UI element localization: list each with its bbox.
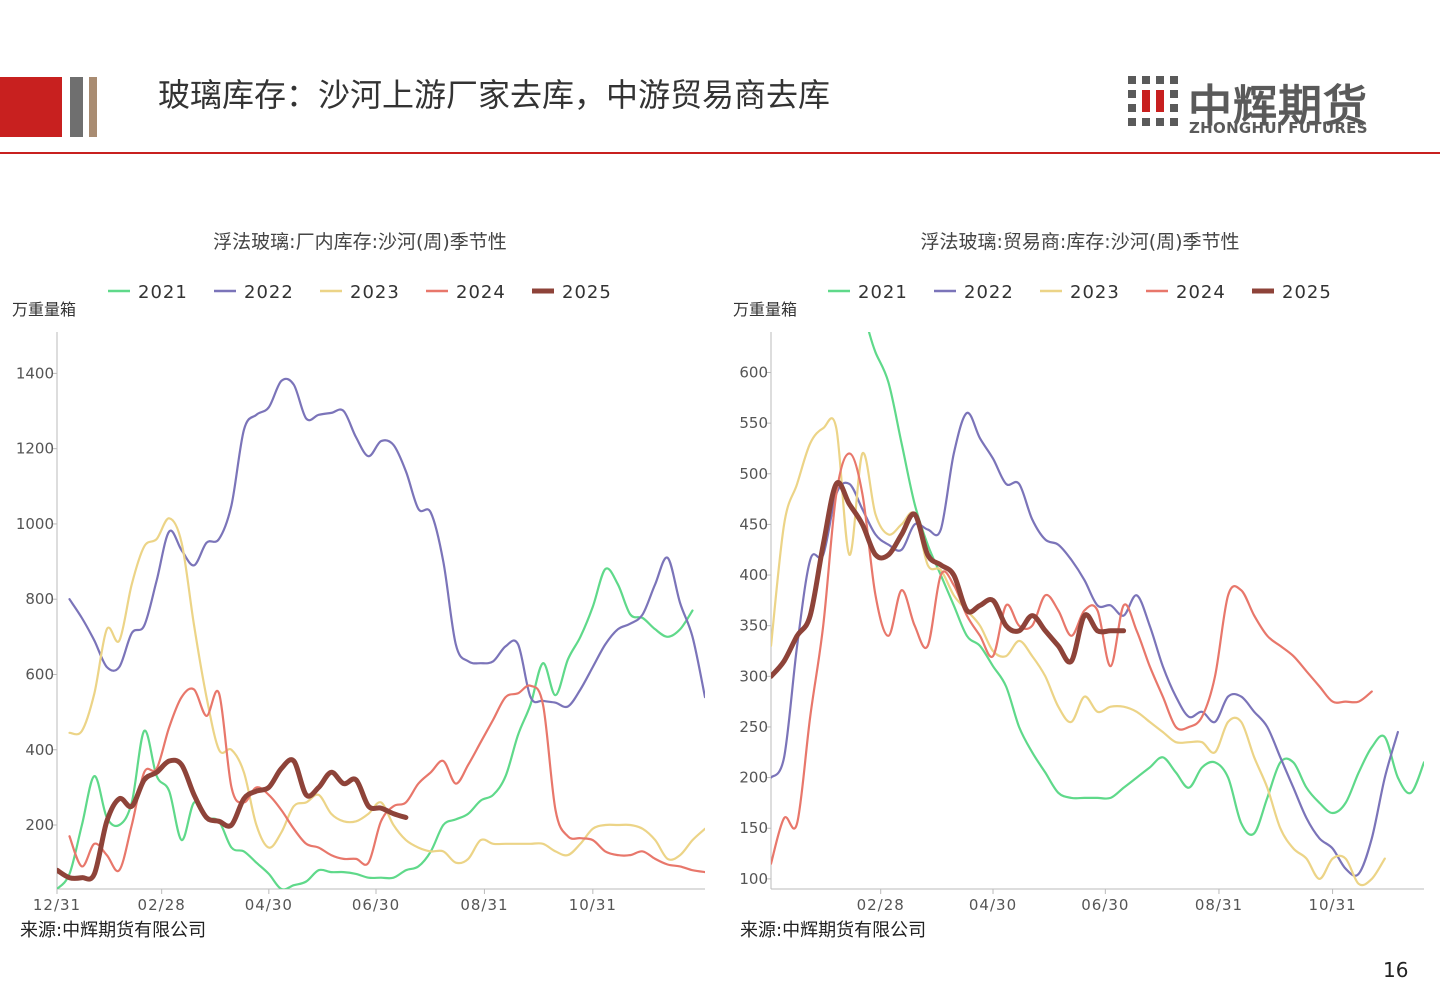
- page-title: 玻璃库存：沙河上游厂家去库，中游贸易商去库: [158, 76, 831, 114]
- legend-label-2024: 2024: [1176, 282, 1226, 303]
- series-line-2022: [771, 411, 1399, 877]
- y-tick-label: 200: [25, 816, 54, 834]
- legend-label-2021: 2021: [138, 282, 188, 303]
- y-tick-label: 150: [739, 819, 768, 837]
- legend-label-2024: 2024: [456, 282, 506, 303]
- logo-grid-icon: [1128, 76, 1180, 136]
- x-tick-label: 04/30: [245, 896, 293, 914]
- y-axis-label: 万重量箱: [12, 300, 76, 319]
- y-tick-label: 1000: [16, 515, 54, 533]
- y-tick-label: 250: [739, 718, 768, 736]
- header-gray-bar: [70, 77, 83, 137]
- page-number: 16: [1383, 958, 1409, 982]
- x-tick-label: 02/28: [857, 896, 905, 914]
- chart-title: 浮法玻璃:贸易商:库存:沙河(周)季节性: [920, 231, 1239, 253]
- series-line-2021: [57, 567, 694, 889]
- legend-label-2025: 2025: [562, 282, 612, 303]
- y-tick-label: 1400: [16, 364, 54, 382]
- series-line-2025: [57, 757, 409, 882]
- header-divider: [0, 152, 1440, 154]
- x-tick-label: 10/31: [1308, 896, 1356, 914]
- x-tick-label: 08/31: [460, 896, 508, 914]
- series-line-2023: [68, 517, 705, 865]
- y-tick-label: 200: [739, 769, 768, 787]
- legend-label-2023: 2023: [350, 282, 400, 303]
- y-axis-label: 万重量箱: [733, 300, 797, 319]
- y-tick-label: 600: [25, 665, 54, 683]
- x-tick-label: 04/30: [969, 896, 1017, 914]
- y-tick-label: 800: [25, 590, 54, 608]
- y-tick-label: 550: [739, 414, 768, 432]
- source-note-right: 来源:中辉期货有限公司: [740, 920, 927, 941]
- chart-title: 浮法玻璃:厂内库存:沙河(周)季节性: [213, 231, 507, 253]
- y-tick-label: 400: [739, 566, 768, 584]
- y-tick-label: 600: [739, 364, 768, 382]
- series-line-2022: [68, 377, 705, 709]
- legend-label-2021: 2021: [858, 282, 908, 303]
- y-tick-label: 300: [739, 667, 768, 685]
- legend-label-2022: 2022: [244, 282, 294, 303]
- y-tick-label: 350: [739, 617, 768, 635]
- header-red-block: [0, 77, 62, 137]
- series-line-2024: [771, 452, 1373, 865]
- y-tick-label: 1200: [16, 440, 54, 458]
- y-tick-label: 400: [25, 741, 54, 759]
- header-tan-bar: [89, 77, 97, 137]
- series-line-2021: [867, 332, 1424, 836]
- x-tick-label: 08/31: [1195, 896, 1243, 914]
- x-tick-label: 02/28: [138, 896, 186, 914]
- x-tick-label: 06/30: [352, 896, 400, 914]
- y-tick-label: 500: [739, 465, 768, 483]
- series-line-2025: [771, 480, 1127, 679]
- series-line-2023: [771, 417, 1386, 887]
- legend-label-2022: 2022: [964, 282, 1014, 303]
- y-tick-label: 100: [739, 870, 768, 888]
- legend-label-2025: 2025: [1282, 282, 1332, 303]
- source-note-left: 来源:中辉期货有限公司: [20, 920, 207, 941]
- logo-chinese: 中辉期货: [1188, 81, 1368, 132]
- y-tick-label: 450: [739, 515, 768, 533]
- legend-label-2023: 2023: [1070, 282, 1120, 303]
- x-tick-label: 12/31: [33, 896, 81, 914]
- logo-english: ZHONGHUI FUTURES: [1189, 119, 1368, 137]
- x-tick-label: 10/31: [569, 896, 617, 914]
- x-tick-label: 06/30: [1081, 896, 1129, 914]
